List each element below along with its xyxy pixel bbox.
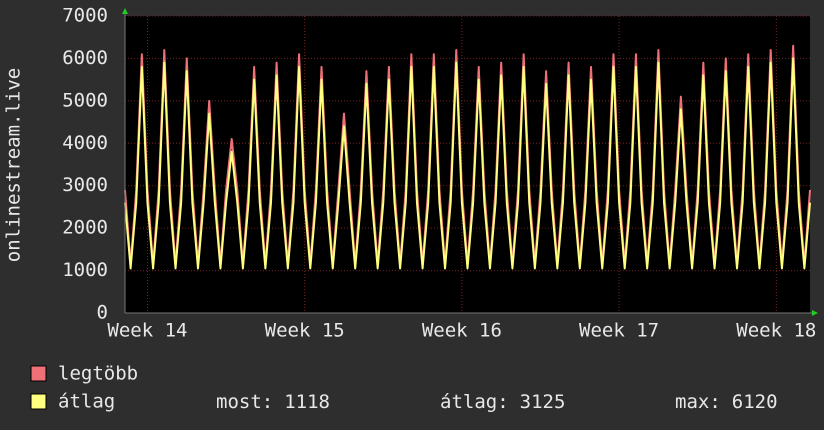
stat: max: 6120: [675, 391, 778, 413]
x-arrow: [812, 310, 818, 316]
x-tick-label: Week 18: [736, 320, 816, 342]
y-tick-label: 4000: [62, 132, 108, 154]
legend-label: legtöbb: [58, 363, 138, 385]
stat: most: 1118: [216, 391, 330, 413]
y-tick-label: 5000: [62, 89, 108, 111]
stat-label: átlag:: [440, 391, 509, 413]
y-axis-label: onlinestream.live: [3, 68, 25, 262]
y-tick-label: 0: [97, 302, 108, 324]
stat-value: 3125: [520, 391, 566, 413]
stat-label: most:: [216, 391, 273, 413]
y-arrow: [122, 8, 128, 14]
series-line: [124, 57, 811, 270]
stat-value: 6120: [732, 391, 778, 413]
stat: átlag: 3125: [440, 391, 565, 413]
legend: legtöbb átlag most: 1118 átlag: 3125 max: 6120: [30, 363, 778, 413]
y-tick-label: 1000: [62, 259, 108, 281]
y-tick-label: 3000: [62, 174, 108, 196]
y-tick-label: 2000: [62, 217, 108, 239]
stat-label: max:: [675, 391, 721, 413]
x-tick-label: Week 16: [422, 320, 502, 342]
x-tick-label: Week 14: [107, 320, 187, 342]
legend-swatch: [30, 393, 47, 410]
y-tick-label: 6000: [62, 47, 108, 69]
lines: [124, 44, 811, 270]
y-tick-label: 7000: [62, 5, 108, 27]
grid: [125, 15, 810, 314]
stat-value: 1118: [284, 391, 330, 413]
x-tick-label: Week 15: [265, 320, 345, 342]
legend-swatch: [30, 365, 47, 382]
x-tick-label: Week 17: [579, 320, 659, 342]
legend-label: átlag: [58, 391, 115, 413]
